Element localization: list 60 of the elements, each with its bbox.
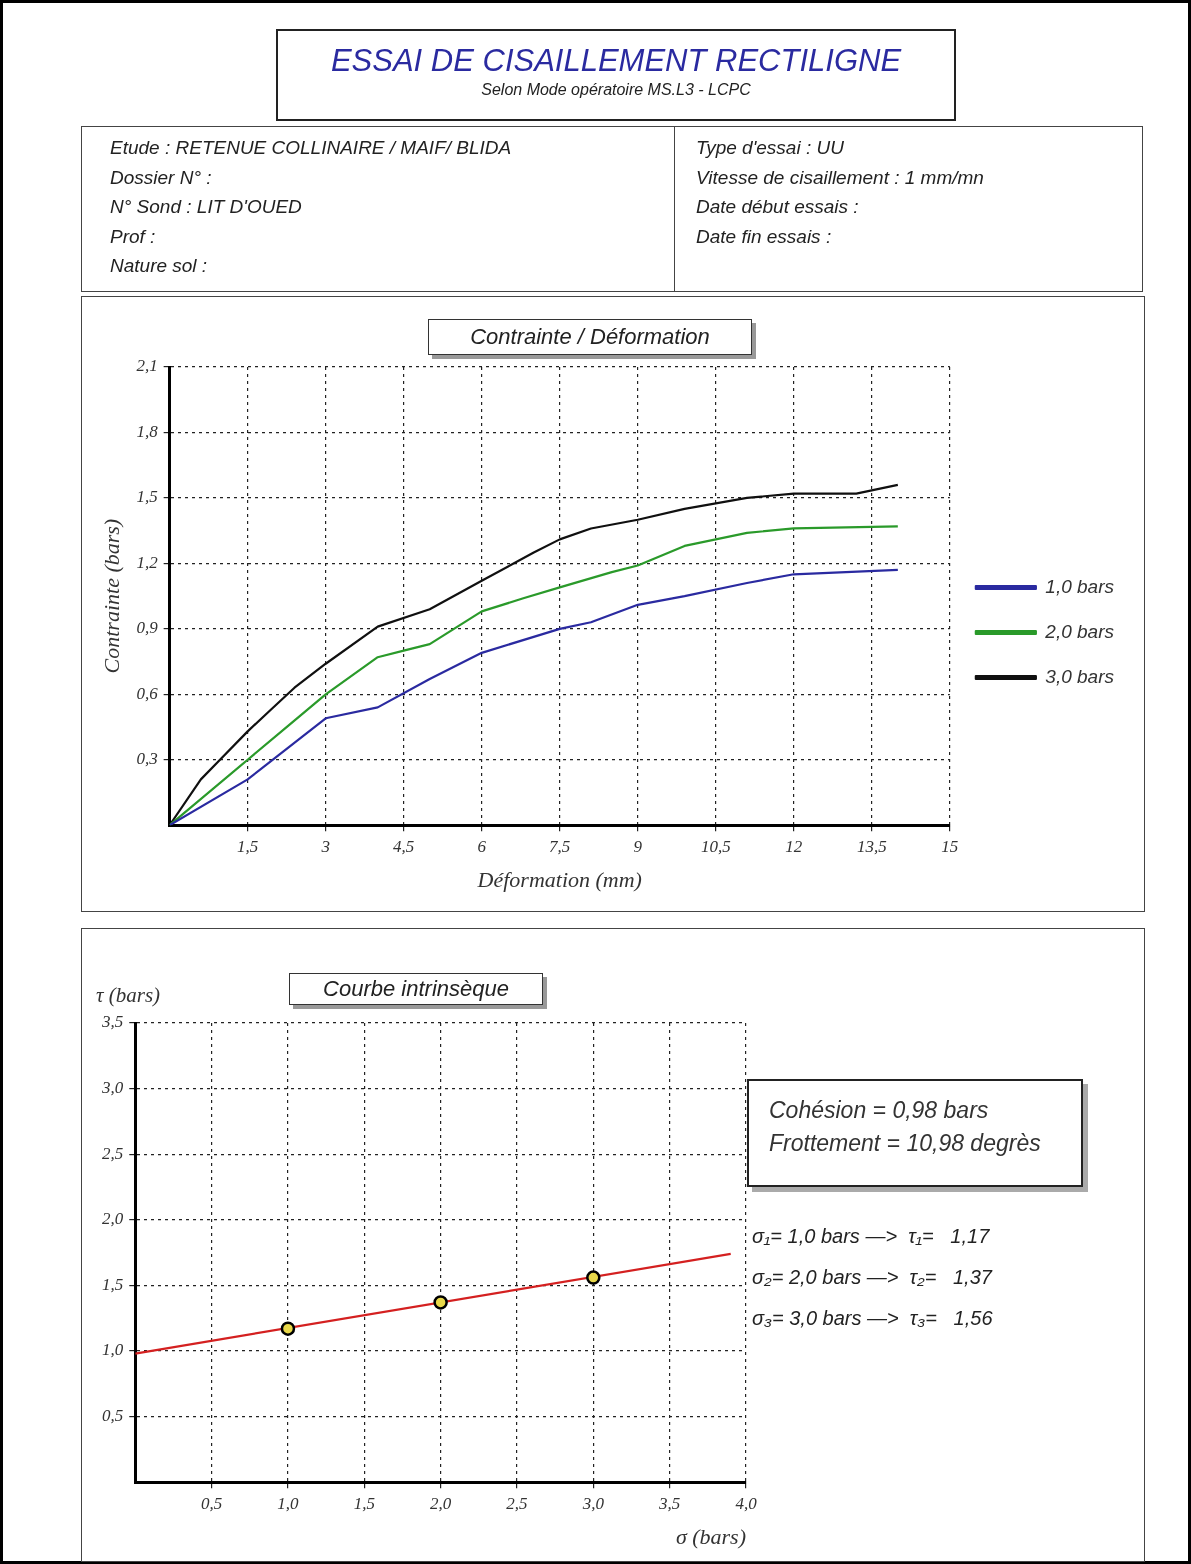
text: Selon Mode opératoire MS.L3 - LCPC — [480, 81, 752, 99]
legend-label: 2,0 bars — [1044, 620, 1115, 642]
y-tick-label: 1,5 — [136, 487, 158, 507]
text: N° Sond : LIT D'OUED — [110, 196, 302, 218]
x-tick-label: 10,5 — [700, 836, 731, 856]
x-tick-label: 6 — [477, 836, 487, 856]
point — [586, 1270, 601, 1285]
chart-title: Contrainte / Déformation — [428, 319, 752, 355]
x-tick-label: 1,0 — [277, 1493, 300, 1513]
point — [280, 1321, 296, 1336]
text: ESSAI DE CISAILLEMENT RECTILIGNE — [329, 43, 903, 79]
x-tick-label: 4,0 — [735, 1493, 758, 1513]
y-axis-title: τ (bars) — [96, 983, 161, 1008]
y-tick-label: 2,5 — [102, 1143, 124, 1163]
x-tick-label: 15 — [941, 836, 959, 856]
text: σ₁= 1,0 bars —> τ₁= 1,17 — [752, 1225, 990, 1248]
y-tick-label: 0,9 — [136, 618, 159, 638]
x-tick-label: 0,5 — [200, 1493, 223, 1513]
y-tick-label: 1,5 — [102, 1274, 124, 1294]
x-axis-title: Déformation (mm) — [476, 866, 642, 892]
text: σ₃= 3,0 bars —> τ₃= 1,56 — [752, 1307, 993, 1330]
x-tick-label: 13,5 — [856, 836, 887, 856]
x-tick-label: 1,5 — [237, 836, 259, 856]
y-tick-label: 1,0 — [102, 1340, 124, 1360]
text: Type d'essai : UU — [696, 137, 844, 159]
y-tick-label: 0,5 — [102, 1406, 124, 1426]
y-tick-label: 1,8 — [136, 421, 159, 441]
text: σ₂= 2,0 bars —> τ₂= 1,37 — [752, 1266, 992, 1289]
y-tick-label: 3,0 — [101, 1078, 124, 1098]
text: Prof : — [110, 225, 156, 248]
y-tick-label: 2,1 — [136, 356, 158, 376]
text: Date début essais : — [696, 196, 859, 218]
legend-label: 3,0 bars — [1045, 665, 1115, 687]
x-tick-label: 7,5 — [549, 836, 571, 856]
x-tick-label: 1,5 — [353, 1493, 375, 1513]
x-tick-label: 12 — [785, 836, 803, 856]
x-tick-label: 2,0 — [430, 1493, 452, 1513]
text: Etude : RETENUE COLLINAIRE / MAIF/ BLIDA — [110, 137, 512, 159]
text: Vitesse de cisaillement : 1 mm/mn — [696, 166, 984, 189]
y-tick-label: 0,6 — [136, 683, 159, 703]
text: Dossier N° : — [110, 166, 212, 189]
x-tick-label: 3 — [320, 836, 330, 856]
y-axis-title: Contrainte (bars) — [98, 518, 124, 674]
text: Frottement = 10,98 degrès — [769, 1130, 1042, 1157]
x-tick-label: 3,5 — [658, 1493, 681, 1513]
y-tick-label: 2,0 — [102, 1209, 124, 1229]
x-tick-label: 3,0 — [581, 1493, 605, 1513]
x-tick-label: 2,5 — [506, 1493, 528, 1513]
legend-label: 1,0 bars — [1045, 575, 1115, 597]
text: Date fin essais : — [696, 225, 832, 248]
y-tick-label: 1,2 — [136, 552, 159, 572]
y-tick-label: 3,5 — [101, 1012, 124, 1032]
y-tick-label: 0,3 — [136, 749, 158, 769]
text: Nature sol : — [110, 255, 208, 277]
x-tick-label: 9 — [633, 836, 643, 856]
chart-title: Courbe intrinsèque — [289, 973, 543, 1005]
text: Cohésion = 0,98 bars — [769, 1097, 990, 1124]
x-tick-label: 4,5 — [393, 836, 415, 856]
x-axis-title: σ (bars) — [675, 1523, 746, 1549]
point — [433, 1295, 448, 1310]
